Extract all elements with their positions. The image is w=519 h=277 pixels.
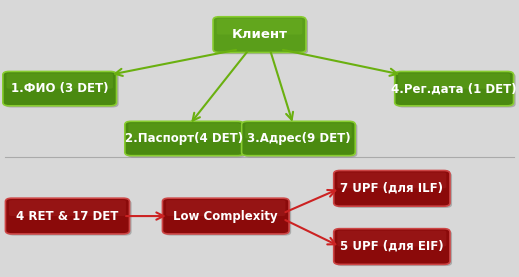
Text: 5 UPF (для EIF): 5 UPF (для EIF) [340,240,444,253]
FancyBboxPatch shape [3,71,116,106]
FancyBboxPatch shape [243,123,357,157]
FancyBboxPatch shape [125,121,244,156]
Text: Low Complexity: Low Complexity [173,210,278,222]
FancyBboxPatch shape [245,123,352,138]
Text: 3.Адрес(9 DET): 3.Адрес(9 DET) [247,132,350,145]
FancyBboxPatch shape [5,73,118,107]
Text: Клиент: Клиент [231,28,288,41]
FancyBboxPatch shape [336,172,452,208]
FancyBboxPatch shape [6,198,130,234]
Text: 2.Паспорт(4 DET): 2.Паспорт(4 DET) [125,132,243,145]
FancyBboxPatch shape [162,198,289,234]
Text: 1.ФИО (3 DET): 1.ФИО (3 DET) [11,82,108,95]
FancyBboxPatch shape [213,17,306,53]
FancyBboxPatch shape [394,71,513,106]
FancyBboxPatch shape [165,200,291,235]
Text: 4.Рег.дата (1 DET): 4.Рег.дата (1 DET) [391,82,517,95]
FancyBboxPatch shape [337,172,446,188]
FancyBboxPatch shape [9,200,126,216]
FancyBboxPatch shape [241,121,355,156]
FancyBboxPatch shape [334,229,450,264]
FancyBboxPatch shape [166,200,285,216]
FancyBboxPatch shape [334,170,450,206]
FancyBboxPatch shape [6,73,113,89]
FancyBboxPatch shape [127,123,246,157]
FancyBboxPatch shape [8,200,132,235]
FancyBboxPatch shape [336,230,452,266]
FancyBboxPatch shape [215,18,308,54]
FancyBboxPatch shape [399,73,510,89]
FancyBboxPatch shape [128,123,240,138]
FancyBboxPatch shape [217,19,302,35]
Text: 4 RET & 17 DET: 4 RET & 17 DET [16,210,119,222]
Text: 7 UPF (для ILF): 7 UPF (для ILF) [340,182,443,195]
FancyBboxPatch shape [397,73,515,107]
FancyBboxPatch shape [337,230,446,247]
